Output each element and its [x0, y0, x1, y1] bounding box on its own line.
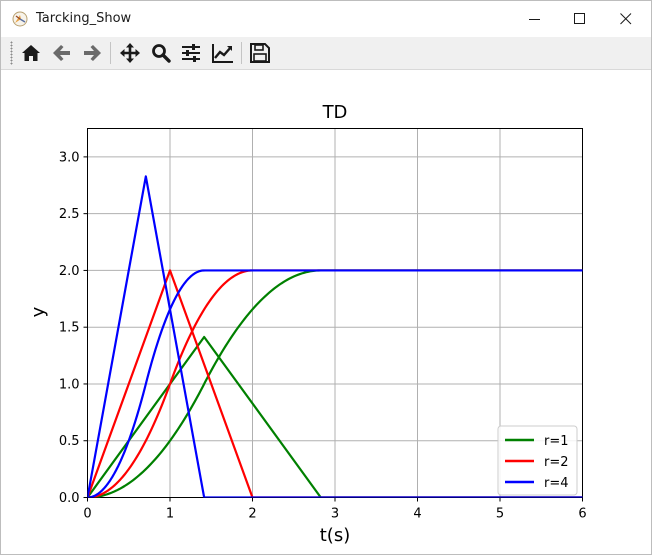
figure-canvas[interactable]: 0 1 2 3 4 5 6 0.0 0.5 1.0 1.5 2.0 2.5 3.0 TD t(s) y r…	[1, 70, 651, 554]
series-line-r=2	[87, 269, 583, 498]
y-tick-label: 1.0	[59, 377, 80, 392]
legend-label: r=1	[544, 434, 569, 449]
legend-label: r=4	[544, 476, 569, 491]
x-axis-label: t(s)	[320, 525, 350, 546]
edit-axis-button[interactable]	[208, 40, 236, 66]
toolbar-grip[interactable]	[10, 41, 13, 65]
pan-button[interactable]	[116, 40, 144, 66]
close-icon	[620, 13, 632, 25]
title-bar[interactable]: Tarcking_Show	[1, 1, 651, 37]
magnifier-icon	[152, 44, 171, 63]
x-tick-label: 4	[413, 507, 421, 522]
toolbar-separator	[241, 42, 242, 64]
move-icon	[120, 43, 140, 63]
save-button[interactable]	[246, 40, 274, 66]
chart-title: TD	[322, 102, 348, 123]
toolbar-separator	[110, 42, 111, 64]
y-tick-label: 1.5	[59, 321, 80, 336]
y-axis-label: y	[28, 306, 49, 317]
home-button[interactable]	[17, 40, 45, 66]
close-button[interactable]	[603, 1, 649, 37]
navigation-toolbar	[1, 37, 651, 70]
y-tick-label: 3.0	[59, 150, 80, 165]
floppy-disk-icon	[250, 43, 270, 63]
maximize-button[interactable]	[557, 1, 603, 37]
sliders-icon	[182, 44, 200, 62]
td-chart: 0 1 2 3 4 5 6 0.0 0.5 1.0 1.5 2.0 2.5 3.0 TD t(s) y r…	[28, 102, 587, 546]
maximize-icon	[574, 13, 585, 24]
minimize-button[interactable]	[512, 1, 558, 37]
x-tick-label: 2	[248, 507, 256, 522]
matplotlib-app-icon	[12, 11, 28, 27]
x-tick-label: 6	[578, 507, 586, 522]
legend: r=1 r=2 r=4	[497, 425, 578, 496]
window-title: Tarcking_Show	[36, 11, 132, 26]
line-chart-icon	[212, 44, 233, 63]
series-line-r=4	[87, 269, 583, 498]
legend-frame	[497, 425, 578, 496]
minimize-icon	[529, 19, 540, 20]
x-tick-label: 5	[496, 507, 504, 522]
y-tick-label: 2.5	[59, 207, 80, 222]
legend-label: r=2	[544, 455, 569, 470]
x-tick-label: 1	[166, 507, 174, 522]
x-tick-label: 3	[331, 507, 339, 522]
zoom-button[interactable]	[147, 40, 175, 66]
series-line-r=1	[87, 335, 583, 498]
y-tick-label: 0.0	[59, 491, 80, 506]
arrow-right-icon	[84, 45, 101, 61]
y-tick-label: 2.0	[59, 264, 80, 279]
series-line-r=4	[87, 175, 583, 498]
configure-subplots-button[interactable]	[177, 40, 205, 66]
back-button[interactable]	[48, 40, 76, 66]
forward-button[interactable]	[78, 40, 106, 66]
home-icon	[22, 45, 40, 61]
arrow-left-icon	[53, 45, 70, 61]
x-tick-label: 0	[83, 507, 91, 522]
y-tick-label: 0.5	[59, 434, 80, 449]
